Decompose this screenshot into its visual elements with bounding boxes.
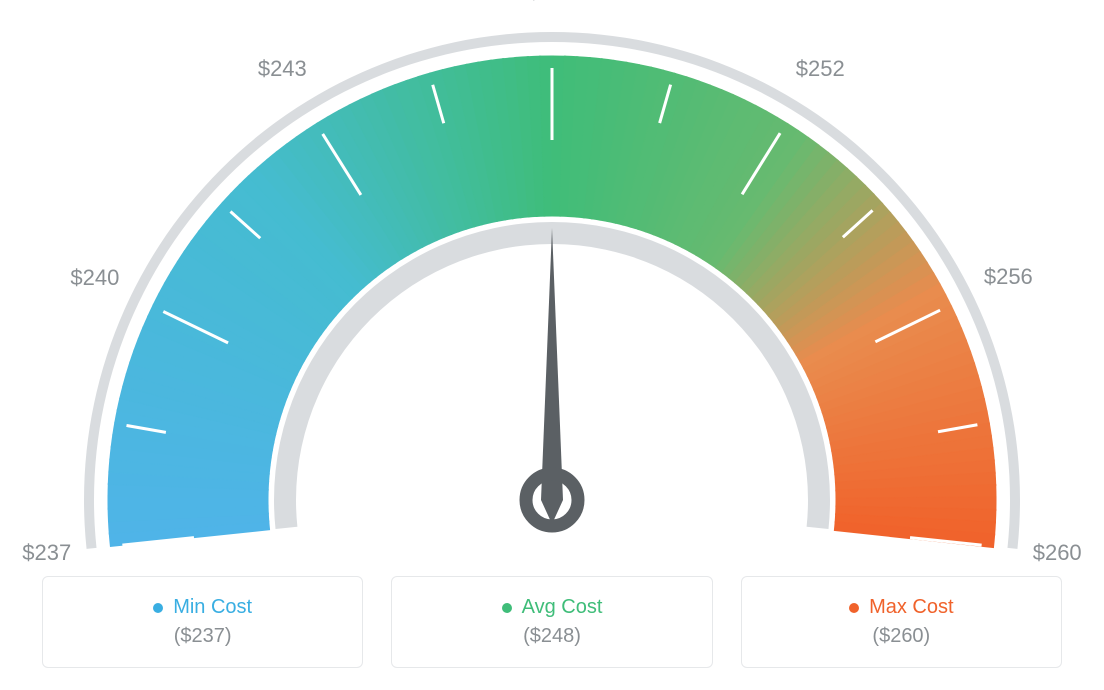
gauge-tick-label: $256 <box>984 264 1033 290</box>
gauge-tick-label: $240 <box>70 265 119 291</box>
legend-value-min: ($237) <box>174 625 232 648</box>
legend-title-row: Avg Cost <box>502 596 603 619</box>
legend-value-avg: ($248) <box>523 625 581 648</box>
cost-gauge-infographic: $237 $240 $243 $248 $252 $256 $260 Min Cost ($… <box>0 0 1104 690</box>
legend-title-row: Min Cost <box>153 596 252 619</box>
legend-title-min: Min Cost <box>173 596 252 619</box>
legend-title-avg: Avg Cost <box>522 596 603 619</box>
legend-dot-min <box>153 603 163 613</box>
legend-dot-avg <box>502 603 512 613</box>
gauge-tick-label: $248 <box>528 0 577 5</box>
gauge-svg <box>0 0 1104 560</box>
legend-title-row: Max Cost <box>849 596 953 619</box>
gauge-tick-label: $243 <box>258 56 307 82</box>
gauge-tick-label: $260 <box>1033 540 1082 566</box>
gauge-tick-label: $252 <box>796 56 845 82</box>
gauge-tick-label: $237 <box>22 540 71 566</box>
legend-value-max: ($260) <box>872 625 930 648</box>
legend-card-avg: Avg Cost ($248) <box>391 576 712 668</box>
legend-title-max: Max Cost <box>869 596 953 619</box>
gauge-chart: $237$240$243$248$252$256$260 <box>0 0 1104 560</box>
legend-card-max: Max Cost ($260) <box>741 576 1062 668</box>
legend-dot-max <box>849 603 859 613</box>
legend-card-min: Min Cost ($237) <box>42 576 363 668</box>
legend-row: Min Cost ($237) Avg Cost ($248) Max Cost… <box>42 576 1062 668</box>
